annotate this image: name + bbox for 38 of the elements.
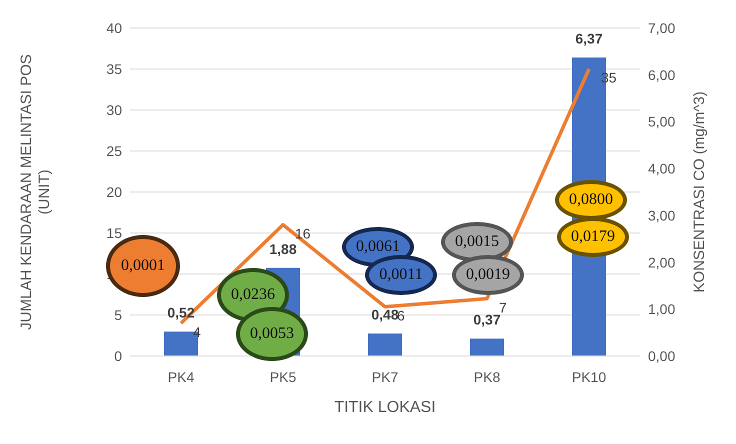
oval-badge: 0,0053 (236, 307, 308, 361)
y-tick-label: 35 (106, 60, 122, 77)
y2-tick-label: 5,00 (648, 114, 676, 130)
x-tick-label: PK4 (168, 368, 194, 385)
y2-tick-label: 7,00 (648, 20, 676, 36)
x-axis-title: TITIK LOKASI (334, 399, 436, 416)
x-tick-label: PK5 (270, 368, 296, 385)
data-label: 1,88 (269, 240, 297, 257)
data-label: 6 (397, 308, 405, 324)
y-tick-label: 30 (106, 102, 122, 118)
bar (368, 334, 402, 356)
bar (470, 338, 504, 356)
oval-badge: 0,0179 (557, 217, 629, 257)
data-label: 0,37 (473, 312, 501, 328)
oval-badge: 0,0800 (555, 180, 627, 220)
x-tick-label: PK8 (474, 368, 500, 385)
y2-tick-label: 6,00 (648, 66, 676, 83)
data-label: 16 (295, 226, 311, 242)
y2-tick-label: 2,00 (648, 254, 676, 270)
y2-tick-label: 1,00 (648, 301, 676, 318)
y2-tick-label: 4,00 (648, 160, 676, 177)
y2-tick-label: 3,00 (648, 207, 676, 224)
y-tick-label: 25 (106, 142, 122, 159)
oval-badge: 0,0015 (441, 222, 513, 262)
oval-badge: 0,0011 (365, 255, 437, 295)
x-tick-label: PK7 (372, 368, 398, 385)
data-label: 7 (499, 299, 507, 316)
y-tick-label: 40 (106, 20, 122, 36)
y-axis-title: JUMLAH KENDARAAN MELINTASI POS (UNIT) (18, 54, 53, 330)
y-tick-label: 0 (114, 348, 122, 364)
data-label: 6,37 (575, 30, 603, 47)
x-tick-label: PK10 (572, 368, 606, 385)
y2-tick-label: 0,00 (648, 348, 676, 364)
y2-axis-title: KONSENTRASI CO (mg/m^3) (691, 91, 708, 293)
y-tick-label: 20 (106, 184, 122, 200)
y-tick-label: 5 (114, 306, 122, 323)
data-label: 0,48 (371, 306, 399, 323)
oval-badge: 0,0019 (452, 255, 524, 295)
